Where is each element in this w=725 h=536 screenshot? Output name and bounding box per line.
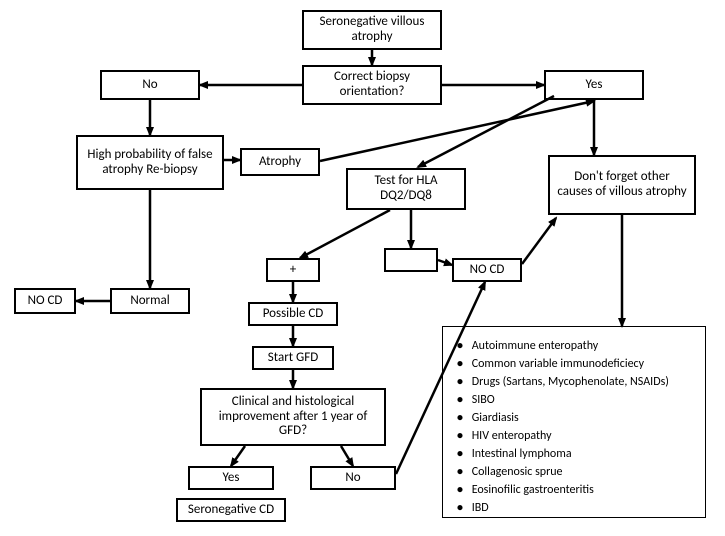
list-item: Eosinofilic gastroenteritis xyxy=(457,481,691,499)
node-atrophy: Atrophy xyxy=(240,148,320,176)
node-nocd1: NO CD xyxy=(14,288,76,314)
label: NO CD xyxy=(28,294,63,309)
label: High probability of false atrophy Re-bio… xyxy=(84,148,216,178)
label: NO CD xyxy=(470,263,505,278)
node-plus: + xyxy=(266,258,320,282)
causes-list: Autoimmune enteropathy Common variable i… xyxy=(457,337,691,517)
label: Atrophy xyxy=(259,155,301,170)
label: + xyxy=(290,263,296,278)
causes-list-box: Autoimmune enteropathy Common variable i… xyxy=(442,326,706,518)
label: Don't forget other causes of villous atr… xyxy=(556,170,688,200)
label: Start GFD xyxy=(268,351,318,366)
label: Normal xyxy=(130,294,169,309)
node-normal: Normal xyxy=(110,288,190,314)
node-improve: Clinical and histological improvement af… xyxy=(200,388,386,446)
node-yes2: Yes xyxy=(188,466,274,490)
node-start: Seronegative villous atrophy xyxy=(302,10,442,50)
label: Correct biopsy orientation? xyxy=(310,70,434,100)
node-empty1 xyxy=(384,248,438,272)
label: Yes xyxy=(586,78,603,93)
list-item: Drugs (Sartans, Mycophenolate, NSAIDs) xyxy=(457,373,691,391)
label: Test for HLA DQ2/DQ8 xyxy=(354,174,458,204)
label: Seronegative CD xyxy=(188,503,274,518)
list-item: Intestinal lymphoma xyxy=(457,445,691,463)
list-item: IBD xyxy=(457,499,691,517)
label: Possible CD xyxy=(263,307,324,322)
node-startgfd: Start GFD xyxy=(252,346,334,370)
node-hla: Test for HLA DQ2/DQ8 xyxy=(346,168,466,210)
node-possible: Possible CD xyxy=(248,302,338,326)
node-orient: Correct biopsy orientation? xyxy=(302,65,442,105)
list-item: Common variable immunodeficiecy xyxy=(457,355,691,373)
list-item: HIV enteropathy xyxy=(457,427,691,445)
node-yes: Yes xyxy=(544,70,644,100)
node-no2: No xyxy=(310,466,396,490)
list-item: SIBO xyxy=(457,391,691,409)
node-highprob: High probability of false atrophy Re-bio… xyxy=(76,135,224,190)
list-item: Collagenosic sprue xyxy=(457,463,691,481)
list-item: Giardiasis xyxy=(457,409,691,427)
label: No xyxy=(345,471,360,486)
label: Clinical and histological improvement af… xyxy=(208,395,378,440)
node-nocd2: NO CD xyxy=(452,258,522,282)
node-no: No xyxy=(100,70,200,100)
label: Yes xyxy=(223,471,240,486)
label: Seronegative villous atrophy xyxy=(310,15,434,45)
node-dontforget: Don't forget other causes of villous atr… xyxy=(548,155,696,215)
node-seroneg: Seronegative CD xyxy=(176,498,286,522)
list-item: Autoimmune enteropathy xyxy=(457,337,691,355)
label: No xyxy=(142,78,157,93)
